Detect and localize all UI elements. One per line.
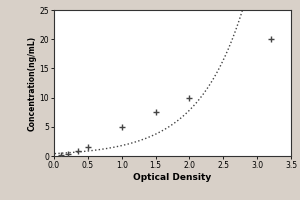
Y-axis label: Concentration(ng/mL): Concentration(ng/mL): [28, 35, 37, 131]
X-axis label: Optical Density: Optical Density: [134, 173, 212, 182]
